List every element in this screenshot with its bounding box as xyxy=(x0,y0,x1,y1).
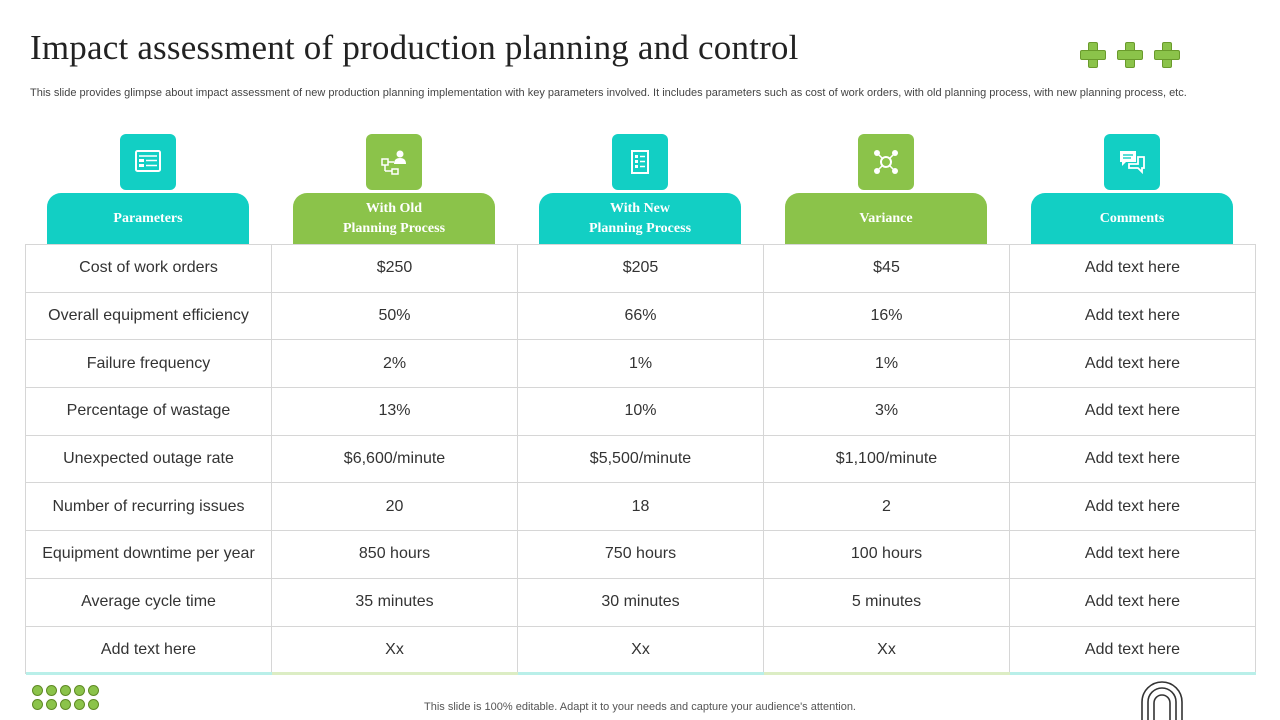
table-cell: 30 minutes xyxy=(517,577,764,627)
document-list-icon xyxy=(612,134,668,190)
dot xyxy=(74,699,85,710)
table-cell: Add text here xyxy=(25,625,272,675)
table-cell: 1% xyxy=(763,339,1010,389)
table-cell: 66% xyxy=(517,291,764,341)
table-cell: Add text here xyxy=(1009,339,1256,389)
table-cell: Xx xyxy=(763,625,1010,675)
table-cell: Add text here xyxy=(1009,625,1256,675)
table-cell: Add text here xyxy=(1009,577,1256,627)
column-accent-line xyxy=(26,672,272,675)
table-row: Failure frequency 2% 1% 1% Add text here xyxy=(25,339,1256,389)
table-cell: 50% xyxy=(271,291,518,341)
dot xyxy=(60,685,71,696)
table-row: Percentage of wastage 13% 10% 3% Add tex… xyxy=(25,387,1256,436)
table-cell: Unexpected outage rate xyxy=(25,434,272,484)
dot xyxy=(46,699,57,710)
table-cell: 850 hours xyxy=(271,530,518,579)
table-row: Overall equipment efficiency 50% 66% 16%… xyxy=(25,291,1256,341)
column-accent-line xyxy=(518,672,764,675)
table-cell: Overall equipment efficiency xyxy=(25,291,272,341)
table-row: Equipment downtime per year 850 hours 75… xyxy=(25,530,1256,579)
plus-icon xyxy=(1080,42,1106,68)
column-accent-line xyxy=(272,672,518,675)
table-cell: 3% xyxy=(763,387,1010,436)
column-accent-line xyxy=(764,672,1010,675)
column-header-comments: Comments xyxy=(1031,193,1233,245)
dot xyxy=(88,685,99,696)
table-cell: 1% xyxy=(517,339,764,389)
dot xyxy=(74,685,85,696)
dot xyxy=(46,685,57,696)
table-row: Average cycle time 35 minutes 30 minutes… xyxy=(25,577,1256,627)
dashboard-icon xyxy=(120,134,176,190)
footer-note: This slide is 100% editable. Adapt it to… xyxy=(424,701,856,713)
table-cell: 10% xyxy=(517,387,764,436)
impact-table: Cost of work orders $250 $205 $45 Add te… xyxy=(25,244,1256,675)
table-cell: 20 xyxy=(271,482,518,532)
table-cell: Average cycle time xyxy=(25,577,272,627)
table-cell: 100 hours xyxy=(763,530,1010,579)
dot xyxy=(60,699,71,710)
decorative-arch-icon xyxy=(1141,681,1183,720)
chat-bubbles-icon xyxy=(1104,134,1160,190)
table-cell: Equipment downtime per year xyxy=(25,530,272,579)
table-cell: $1,100/minute xyxy=(763,434,1010,484)
dot xyxy=(32,685,43,696)
dot xyxy=(88,699,99,710)
table-cell: Xx xyxy=(517,625,764,675)
plus-icon xyxy=(1154,42,1180,68)
column-header-old-planning: With Old Planning Process xyxy=(293,193,495,245)
table-cell: Add text here xyxy=(1009,482,1256,532)
decorative-dot-grid xyxy=(32,685,114,710)
table-cell: 2% xyxy=(271,339,518,389)
table-cell: $205 xyxy=(517,244,764,293)
table-cell: 35 minutes xyxy=(271,577,518,627)
table-cell: $5,500/minute xyxy=(517,434,764,484)
table-cell: Cost of work orders xyxy=(25,244,272,293)
table-cell: Add text here xyxy=(1009,387,1256,436)
slide-description: This slide provides glimpse about impact… xyxy=(30,87,1187,99)
table-row: Add text here Xx Xx Xx Add text here xyxy=(25,625,1256,675)
page-title: Impact assessment of production planning… xyxy=(30,28,799,67)
table-cell: Xx xyxy=(271,625,518,675)
table-row: Unexpected outage rate $6,600/minute $5,… xyxy=(25,434,1256,484)
column-header-new-planning: With New Planning Process xyxy=(539,193,741,245)
table-cell: 2 xyxy=(763,482,1010,532)
table-cell: $250 xyxy=(271,244,518,293)
decorative-plus-group xyxy=(1080,42,1180,68)
table-cell: Number of recurring issues xyxy=(25,482,272,532)
table-cell: Add text here xyxy=(1009,291,1256,341)
table-cell: Add text here xyxy=(1009,530,1256,579)
table-cell: Failure frequency xyxy=(25,339,272,389)
flowchart-person-icon xyxy=(366,134,422,190)
table-row: Cost of work orders $250 $205 $45 Add te… xyxy=(25,244,1256,293)
network-hub-icon xyxy=(858,134,914,190)
table-cell: 750 hours xyxy=(517,530,764,579)
table-cell: Add text here xyxy=(1009,434,1256,484)
table-cell: 5 minutes xyxy=(763,577,1010,627)
table-cell: $45 xyxy=(763,244,1010,293)
table-cell: 18 xyxy=(517,482,764,532)
table-row: Number of recurring issues 20 18 2 Add t… xyxy=(25,482,1256,532)
column-header-variance: Variance xyxy=(785,193,987,245)
table-cell: 13% xyxy=(271,387,518,436)
column-accent-line xyxy=(1010,672,1256,675)
table-cell: 16% xyxy=(763,291,1010,341)
column-header-parameters: Parameters xyxy=(47,193,249,245)
table-cell: $6,600/minute xyxy=(271,434,518,484)
table-cell: Add text here xyxy=(1009,244,1256,293)
dot xyxy=(32,699,43,710)
plus-icon xyxy=(1117,42,1143,68)
table-cell: Percentage of wastage xyxy=(25,387,272,436)
